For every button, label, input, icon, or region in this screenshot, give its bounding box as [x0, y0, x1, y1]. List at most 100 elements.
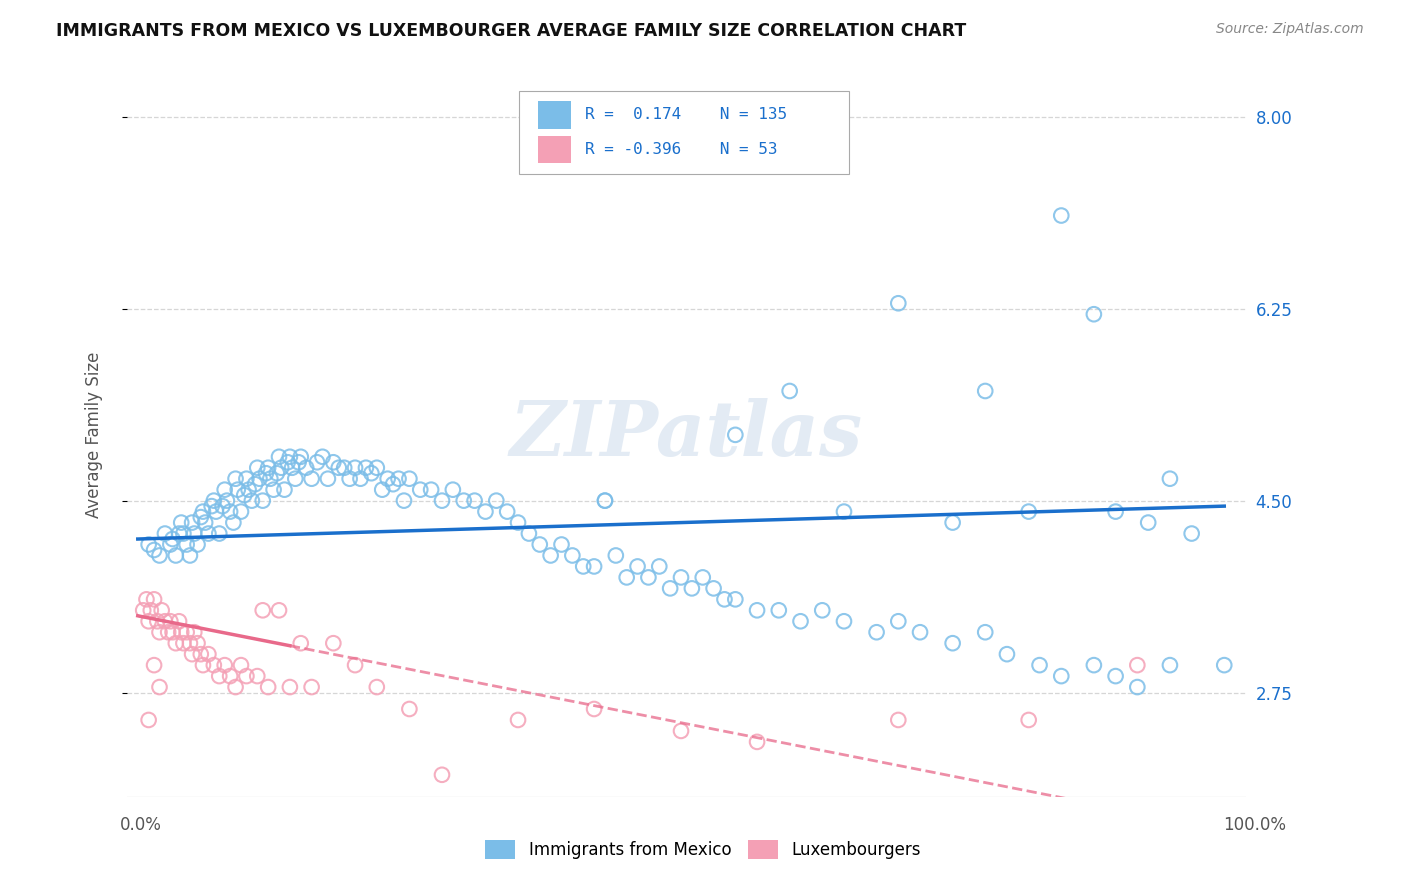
Point	[745, 603, 768, 617]
Text: ZIPatlas: ZIPatlas	[510, 398, 863, 472]
Point	[942, 636, 965, 650]
Point	[153, 614, 176, 628]
Point	[191, 658, 214, 673]
Point	[181, 647, 204, 661]
Point	[1137, 516, 1160, 530]
Text: Source: ZipAtlas.com: Source: ZipAtlas.com	[1216, 22, 1364, 37]
Point	[148, 680, 170, 694]
Point	[170, 625, 193, 640]
Point	[143, 543, 166, 558]
Point	[344, 658, 367, 673]
Point	[215, 493, 238, 508]
Point	[229, 505, 252, 519]
Point	[942, 516, 965, 530]
Point	[267, 450, 290, 464]
Point	[301, 472, 323, 486]
Point	[135, 592, 157, 607]
Point	[333, 460, 356, 475]
Point	[172, 526, 194, 541]
Point	[382, 477, 405, 491]
Point	[259, 472, 281, 486]
Text: R = -0.396    N = 53: R = -0.396 N = 53	[585, 142, 778, 157]
Point	[311, 450, 333, 464]
Point	[246, 669, 269, 683]
Text: IMMIGRANTS FROM MEXICO VS LUXEMBOURGER AVERAGE FAMILY SIZE CORRELATION CHART: IMMIGRANTS FROM MEXICO VS LUXEMBOURGER A…	[56, 22, 966, 40]
Point	[214, 483, 236, 497]
Point	[681, 582, 703, 596]
Point	[572, 559, 595, 574]
Point	[219, 505, 242, 519]
Point	[496, 505, 519, 519]
Point	[148, 625, 170, 640]
Point	[183, 526, 205, 541]
Point	[290, 636, 312, 650]
Point	[167, 526, 190, 541]
Point	[202, 493, 225, 508]
Point	[453, 493, 475, 508]
Point	[1213, 658, 1236, 673]
Point	[832, 614, 855, 628]
Point	[1126, 680, 1149, 694]
Point	[865, 625, 887, 640]
Point	[197, 526, 219, 541]
Point	[371, 483, 394, 497]
Point	[887, 296, 910, 310]
Point	[233, 488, 256, 502]
Text: 100.0%: 100.0%	[1223, 816, 1286, 834]
Point	[281, 460, 304, 475]
Point	[328, 460, 350, 475]
Point	[257, 460, 280, 475]
Point	[887, 614, 910, 628]
Point	[146, 614, 169, 628]
Point	[305, 455, 328, 469]
Point	[1181, 526, 1204, 541]
Point	[517, 526, 540, 541]
Point	[186, 636, 208, 650]
Point	[550, 537, 572, 551]
Point	[322, 455, 344, 469]
Point	[267, 603, 290, 617]
Point	[214, 658, 236, 673]
Point	[605, 549, 627, 563]
Point	[167, 614, 190, 628]
Point	[420, 483, 443, 497]
Y-axis label: Average Family Size: Average Family Size	[86, 351, 103, 518]
Point	[263, 483, 285, 497]
Point	[1104, 505, 1126, 519]
Point	[157, 625, 180, 640]
Point	[159, 614, 181, 628]
Point	[1050, 669, 1073, 683]
Point	[186, 537, 208, 551]
Point	[278, 450, 301, 464]
Text: R =  0.174    N = 135: R = 0.174 N = 135	[585, 107, 787, 122]
Point	[240, 493, 263, 508]
Point	[190, 647, 212, 661]
Point	[1159, 472, 1181, 486]
Point	[398, 472, 420, 486]
Point	[1104, 669, 1126, 683]
Point	[138, 713, 160, 727]
Point	[529, 537, 551, 551]
Point	[176, 625, 198, 640]
Point	[191, 505, 214, 519]
Point	[225, 472, 247, 486]
Point	[669, 723, 692, 738]
Point	[485, 493, 508, 508]
Point	[583, 702, 606, 716]
Point	[974, 625, 997, 640]
Point	[344, 460, 367, 475]
Point	[506, 516, 529, 530]
Point	[243, 477, 266, 491]
Point	[148, 549, 170, 563]
Point	[724, 428, 747, 442]
Point	[995, 647, 1018, 661]
Point	[583, 559, 606, 574]
Point	[908, 625, 931, 640]
Point	[360, 467, 382, 481]
Point	[205, 505, 228, 519]
Point	[238, 483, 260, 497]
Point	[208, 669, 231, 683]
Point	[277, 455, 299, 469]
Point	[201, 499, 224, 513]
Point	[162, 532, 184, 546]
